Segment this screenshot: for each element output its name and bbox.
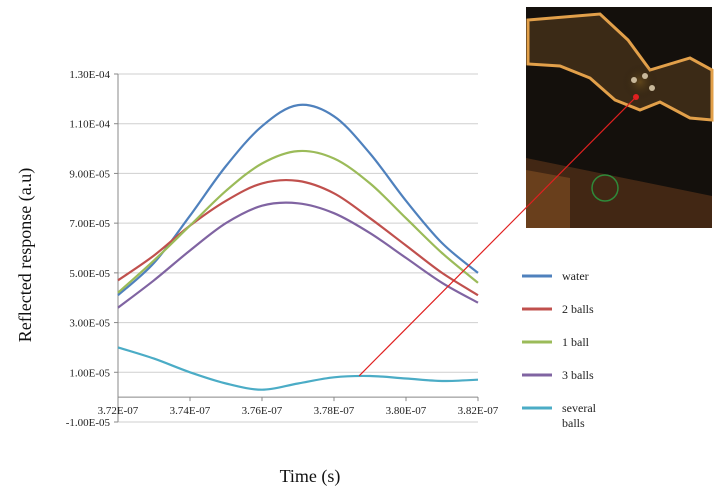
legend-label-water: water bbox=[562, 269, 589, 283]
x-tick-label: 3.82E-07 bbox=[458, 405, 499, 417]
callout-line bbox=[358, 96, 637, 377]
inset-particle bbox=[631, 77, 637, 83]
x-tick-label: 3.72E-07 bbox=[98, 405, 139, 417]
x-axis-title: Time (s) bbox=[280, 466, 341, 486]
x-tick-label: 3.78E-07 bbox=[314, 405, 355, 417]
tick-labels: -1.00E-05 1.00E-05 3.00E-05 5.00E-05 7.00E-0… bbox=[66, 69, 499, 429]
inset-particle-cluster bbox=[622, 64, 658, 100]
legend: water 2 balls 1 ball 3 balls several balls bbox=[522, 269, 597, 430]
series-line-2-balls bbox=[117, 178, 479, 297]
y-tick-label: -1.00E-05 bbox=[66, 417, 111, 429]
y-tick-label: 9.00E-05 bbox=[69, 168, 110, 180]
series-line-1-ball bbox=[117, 149, 479, 294]
x-tick-label: 3.76E-07 bbox=[242, 405, 283, 417]
x-tick-label: 3.74E-07 bbox=[170, 405, 211, 417]
gridlines bbox=[118, 73, 478, 423]
inset-substrate-edge bbox=[526, 170, 570, 228]
inset-particle bbox=[642, 73, 648, 79]
y-tick-label: 7.00E-05 bbox=[69, 218, 110, 230]
legend-label-1-ball: 1 ball bbox=[562, 335, 590, 349]
y-tick-label: 5.00E-05 bbox=[69, 268, 110, 280]
series-line-several-balls bbox=[117, 346, 479, 391]
series-line-water bbox=[117, 103, 479, 297]
inset-electrode bbox=[526, 12, 714, 122]
series-line-3-balls bbox=[117, 201, 479, 309]
x-tick-label: 3.80E-07 bbox=[386, 405, 427, 417]
legend-label-2-balls: 2 balls bbox=[562, 302, 594, 316]
inset-marker-circle bbox=[591, 174, 619, 202]
inset-image bbox=[526, 7, 714, 228]
series-lines bbox=[117, 103, 479, 391]
legend-label-several-balls: several balls bbox=[562, 401, 597, 430]
axes bbox=[114, 73, 479, 423]
y-tick-label: 3.00E-05 bbox=[69, 318, 110, 330]
inset-substrate bbox=[526, 158, 712, 228]
y-axis-title: Reflected response (a.u) bbox=[15, 168, 36, 342]
y-tick-label: 1.10E-04 bbox=[69, 119, 110, 131]
y-tick-label: 1.00E-05 bbox=[69, 367, 110, 379]
y-tick-label: 1.30E-04 bbox=[69, 69, 110, 81]
inset-particle bbox=[649, 85, 655, 91]
legend-label-3-balls: 3 balls bbox=[562, 368, 594, 382]
